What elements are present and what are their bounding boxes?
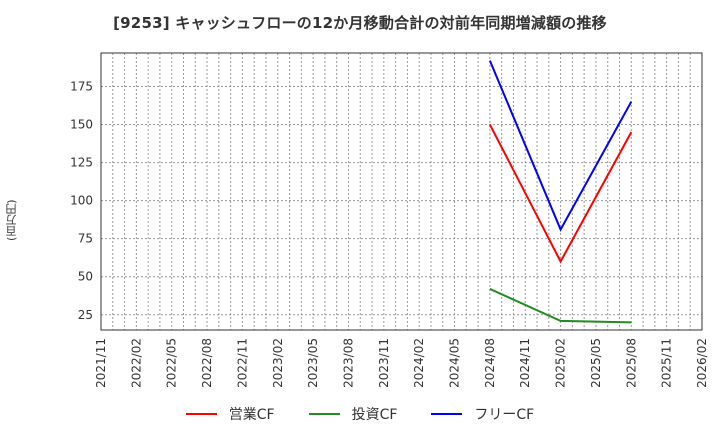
x-tick-label: 2024/08 <box>483 338 497 388</box>
series-line-2 <box>488 60 633 232</box>
y-tick-label: 125 <box>70 156 93 170</box>
series-line-0 <box>488 124 633 264</box>
legend-item-free-cf: フリーCF <box>431 404 534 424</box>
grid <box>101 53 702 330</box>
series-line-1 <box>489 287 632 324</box>
y-axis-ticks: 25 50 75 100 125 150 175 <box>70 79 93 321</box>
y-tick-label: 100 <box>70 194 93 208</box>
y-tick-label: 25 <box>78 308 93 322</box>
x-tick-label: 2024/11 <box>518 338 532 388</box>
x-tick-label: 2022/11 <box>235 338 249 388</box>
x-tick-label: 2023/08 <box>341 338 355 388</box>
legend-line-icon <box>308 413 340 415</box>
legend-label: フリーCF <box>474 407 535 423</box>
legend-line-icon <box>431 413 463 415</box>
legend-label: 営業CF <box>228 407 275 423</box>
legend-label: 投資CF <box>351 407 398 423</box>
x-tick-label: 2025/08 <box>624 338 638 388</box>
x-tick-label: 2022/08 <box>200 338 214 388</box>
x-tick-label: 2024/05 <box>448 338 462 388</box>
x-tick-label: 2022/02 <box>129 338 143 388</box>
x-tick-label: 2025/05 <box>589 338 603 388</box>
legend-item-investing-cf: 投資CF <box>308 404 398 424</box>
x-tick-label: 2023/11 <box>377 338 391 388</box>
chart-title: [9253] キャッシュフローの12か月移動合計の対前年同期増減額の推移 <box>113 14 607 32</box>
x-tick-label: 2026/02 <box>695 338 709 388</box>
legend-item-operating-cf: 営業CF <box>185 404 275 424</box>
x-tick-label: 2025/11 <box>660 338 674 388</box>
y-tick-label: 75 <box>78 232 93 246</box>
y-tick-label: 150 <box>70 118 93 132</box>
x-tick-label: 2022/05 <box>165 338 179 388</box>
y-tick-label: 175 <box>70 79 93 93</box>
x-tick-label: 2024/02 <box>412 338 426 388</box>
x-tick-label: 2025/02 <box>554 338 568 388</box>
legend-line-icon <box>185 413 217 415</box>
x-tick-label: 2023/02 <box>271 338 285 388</box>
x-axis-ticks: 2021/11 2022/02 2022/05 2022/08 2022/11 2023/… <box>94 338 709 388</box>
x-tick-label: 2023/05 <box>306 338 320 388</box>
x-tick-label: 2021/11 <box>94 338 108 388</box>
plot-frame <box>100 52 703 331</box>
legend: 営業CF 投資CF フリーCF <box>0 404 720 424</box>
y-tick-label: 50 <box>78 270 93 284</box>
